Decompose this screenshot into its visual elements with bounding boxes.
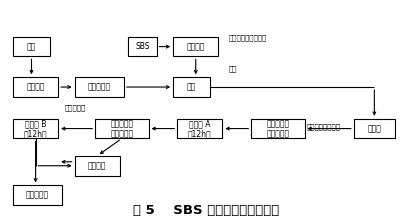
Text: 检测: 检测 [27,42,36,51]
Bar [95,119,148,138]
Bar [173,77,210,97]
Text: 混融: 混融 [187,82,196,92]
Bar [128,37,157,57]
Text: SBS: SBS [135,42,150,51]
Text: 变频计量: 变频计量 [187,42,205,51]
Text: 图 5    SBS 改性沥青生产流程图: 图 5 SBS 改性沥青生产流程图 [133,204,279,217]
Bar [75,77,124,97]
Bar [13,37,50,57]
Bar [177,119,222,138]
Bar [354,119,395,138]
Bar [251,119,304,138]
Text: 显微镜观察: 显微镜观察 [64,104,86,111]
Text: 出库、装车: 出库、装车 [26,191,49,200]
Text: 搅拌、升温程序加热: 搅拌、升温程序加热 [229,35,267,41]
Text: 胶体磨研磨
（第二遍）: 胶体磨研磨 （第二遍） [110,119,133,138]
Bar [13,119,58,138]
Text: 质量检测: 质量检测 [88,161,106,170]
Text: 基质沥青: 基质沥青 [26,82,45,92]
Bar [13,185,62,205]
Text: 熟化灌 B
（12h）: 熟化灌 B （12h） [24,119,47,138]
Bar [13,77,58,97]
Text: 反应釜: 反应釜 [368,124,381,133]
Text: 沥青: 沥青 [229,66,237,72]
Text: 胶体磨研磨
（第一遍）: 胶体磨研磨 （第一遍） [266,119,289,138]
Bar [173,37,218,57]
Text: 活化、显微镜观察: 活化、显微镜观察 [307,123,341,130]
Text: 质量流量计: 质量流量计 [88,82,111,92]
Text: 熟化灌 A
（12h）: 熟化灌 A （12h） [188,119,212,138]
Bar [75,156,120,176]
